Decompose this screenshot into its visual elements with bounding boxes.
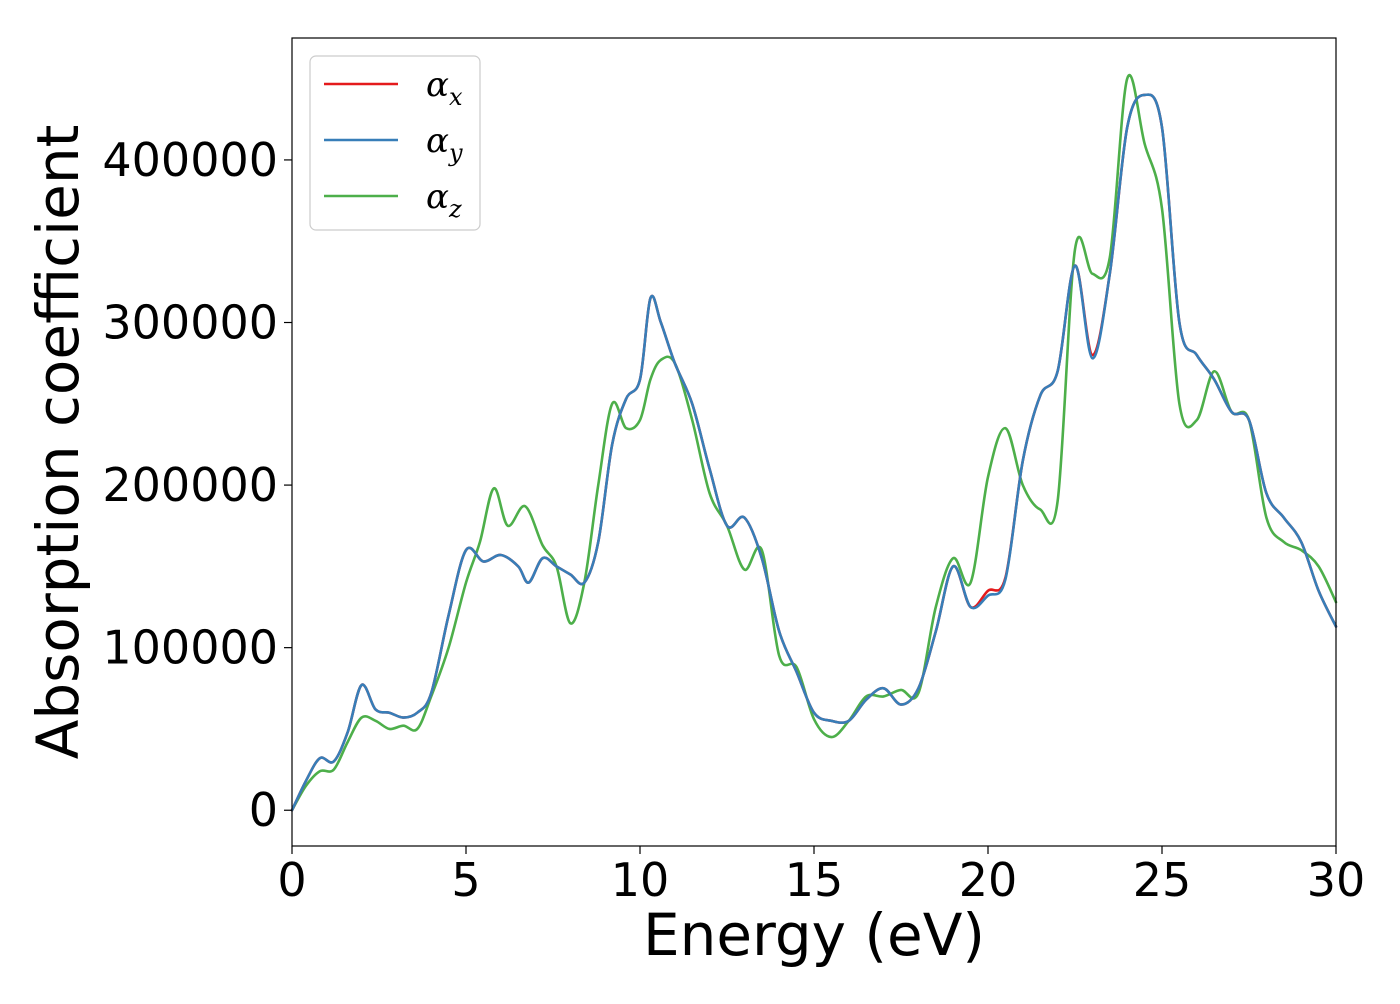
y-tick-label: 0 xyxy=(249,783,278,837)
x-tick-label: 20 xyxy=(959,853,1018,907)
x-tick-label: 5 xyxy=(451,853,480,907)
legend-label-x: αx xyxy=(426,65,463,111)
x-tick-label: 15 xyxy=(785,853,844,907)
x-tick-label: 0 xyxy=(277,853,306,907)
series-line-z xyxy=(290,74,1338,812)
x-tick-label: 30 xyxy=(1307,853,1366,907)
legend-label-y: αy xyxy=(426,121,463,167)
legend-box xyxy=(309,55,481,231)
y-tick-label: 200000 xyxy=(102,458,278,512)
y-tick-label: 300000 xyxy=(102,296,278,350)
series-layer xyxy=(290,74,1338,812)
y-axis-title: Absorption coefficient xyxy=(24,125,92,760)
y-tick-label: 400000 xyxy=(102,133,278,187)
x-axis-title: Energy (eV) xyxy=(643,901,985,969)
series-line-y xyxy=(290,93,1338,812)
legend-label-z: αz xyxy=(426,177,462,223)
y-tick-label: 100000 xyxy=(102,621,278,675)
x-axis: 0 5 10 15 20 25 30 xyxy=(277,846,1365,907)
legend: αx αy αz xyxy=(309,55,481,231)
y-axis: 0 100000 200000 300000 400000 xyxy=(102,133,292,837)
x-tick-label: 25 xyxy=(1133,853,1192,907)
x-tick-label: 10 xyxy=(611,853,670,907)
